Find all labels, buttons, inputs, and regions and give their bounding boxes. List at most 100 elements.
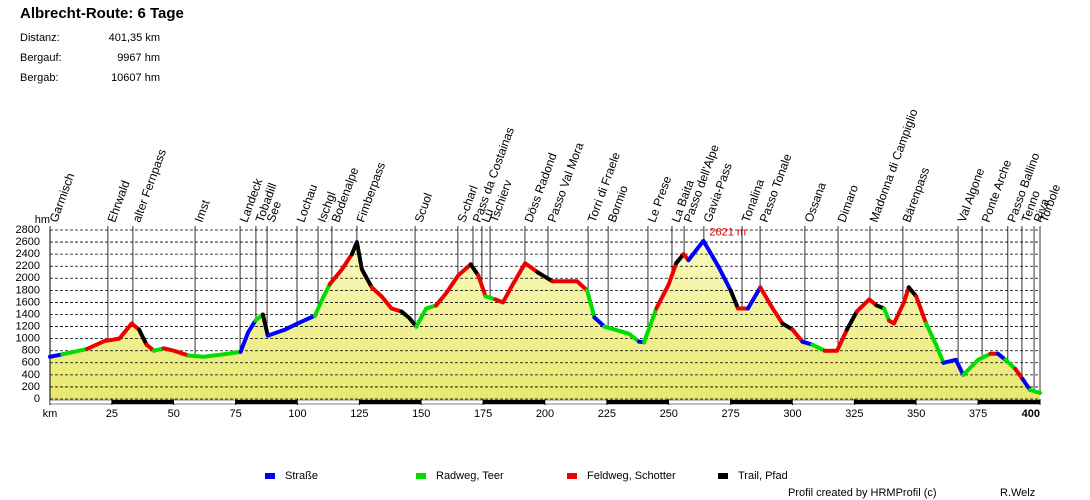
profile-line bbox=[1020, 377, 1033, 392]
axis-bar-segment bbox=[544, 399, 608, 405]
profile-line bbox=[186, 349, 243, 359]
legend-swatch bbox=[265, 473, 275, 479]
x-tick-label: 275 bbox=[721, 408, 739, 420]
x-tick-label: 50 bbox=[168, 408, 180, 420]
x-tick-label: 300 bbox=[783, 408, 801, 420]
axis-bar-segment bbox=[730, 399, 793, 405]
profile-line bbox=[810, 342, 827, 353]
waypoint-label: Scuol bbox=[412, 191, 435, 224]
profile-line bbox=[161, 346, 191, 358]
profile-line bbox=[137, 327, 149, 347]
x-tick-label: 125 bbox=[350, 408, 368, 420]
legend-swatch bbox=[567, 473, 577, 479]
chart-title: Albrecht-Route: 6 Tage bbox=[20, 5, 184, 22]
waypoint-label: Imst bbox=[192, 197, 213, 224]
profile-area bbox=[50, 240, 1040, 399]
profile-line bbox=[822, 327, 849, 353]
stat-label: Distanz: bbox=[20, 32, 60, 44]
x-tick-label: 75 bbox=[230, 408, 242, 420]
stat-value: 9967 hm bbox=[117, 52, 160, 64]
y-tick-label: 2600 bbox=[16, 236, 40, 248]
x-tick-label: 175 bbox=[474, 408, 492, 420]
axis-bar-segment bbox=[606, 399, 669, 405]
profile-line bbox=[1003, 357, 1018, 371]
y-tick-label: 1800 bbox=[16, 284, 40, 296]
y-tick-label: 600 bbox=[22, 357, 40, 369]
waypoint-label: Ehrwald bbox=[105, 179, 133, 225]
y-tick-label: 2200 bbox=[16, 260, 40, 272]
profile-line bbox=[592, 315, 607, 329]
profile-line bbox=[654, 261, 679, 311]
x-tick-label: 100 bbox=[288, 408, 306, 420]
profile-line bbox=[550, 279, 590, 293]
legend-label: Feldweg, Schotter bbox=[587, 470, 676, 482]
credit: Profil created by HRMProfil (c) bbox=[788, 487, 937, 499]
profile-line bbox=[349, 240, 374, 290]
profile-line bbox=[854, 297, 879, 314]
y-tick-label: 0 bbox=[34, 393, 40, 405]
legend-swatch bbox=[416, 473, 426, 479]
profile-line bbox=[238, 318, 258, 354]
waypoint-label: Lü bbox=[479, 207, 497, 224]
profile-line bbox=[602, 324, 642, 344]
axis-bar-segment bbox=[297, 399, 360, 405]
profile-line bbox=[844, 309, 859, 332]
author: R.Welz bbox=[1000, 487, 1035, 499]
profile-line bbox=[887, 285, 911, 326]
profile-line bbox=[535, 270, 555, 284]
axis-bar-segment bbox=[482, 399, 546, 405]
profile-line bbox=[493, 261, 540, 305]
axis-bar-segment bbox=[668, 399, 731, 405]
axis-bar-segment bbox=[49, 399, 113, 405]
stat-value: 401,35 km bbox=[109, 32, 160, 44]
x-tick-label: 375 bbox=[969, 408, 987, 420]
waypoint-label: Dimaro bbox=[835, 183, 861, 224]
axis-bar-segment bbox=[977, 399, 1041, 405]
y-tick-label: 1400 bbox=[16, 308, 40, 320]
profile-line bbox=[85, 321, 142, 351]
profile-line bbox=[758, 285, 785, 326]
legend-label: Radweg, Teer bbox=[436, 470, 504, 482]
x-tick-label: 200 bbox=[536, 408, 554, 420]
profile-line bbox=[312, 282, 332, 318]
stat-label: Bergab: bbox=[20, 72, 59, 84]
legend-label: Trail, Pfad bbox=[738, 470, 788, 482]
axis-bar-segment bbox=[111, 399, 174, 405]
profile-line bbox=[399, 309, 419, 329]
profile-line bbox=[745, 285, 763, 311]
profile-line bbox=[914, 294, 929, 326]
y-tick-label: 800 bbox=[22, 345, 40, 357]
axis-bar-segment bbox=[792, 399, 855, 405]
axis-bar-segment bbox=[854, 399, 917, 405]
y-tick-label: 1000 bbox=[16, 333, 40, 345]
y-tick-label: 1200 bbox=[16, 320, 40, 332]
profile-line bbox=[924, 321, 946, 365]
profile-line bbox=[1013, 366, 1025, 382]
profile-line bbox=[642, 306, 659, 345]
profile-line bbox=[728, 288, 741, 311]
legend-swatch bbox=[718, 473, 728, 479]
axis-bar-segment bbox=[916, 399, 979, 405]
profile-line bbox=[476, 273, 488, 299]
waypoint-label: Garmisch bbox=[47, 171, 78, 224]
profile-line bbox=[941, 357, 966, 377]
y-tick-label: 2800 bbox=[16, 224, 40, 236]
profile-line bbox=[1028, 387, 1042, 395]
x-tick-label: 400 bbox=[1022, 408, 1040, 420]
profile-line bbox=[468, 262, 481, 278]
x-tick-label: 350 bbox=[907, 408, 925, 420]
y-tick-label: 200 bbox=[22, 381, 40, 393]
profile-line bbox=[369, 285, 404, 314]
peak-annotation: 2621 m bbox=[709, 227, 746, 239]
profile-line bbox=[882, 306, 892, 323]
profile-line bbox=[327, 252, 354, 287]
profile-line bbox=[260, 312, 270, 338]
x-tick-label: 250 bbox=[660, 408, 678, 420]
x-tick-label: 225 bbox=[598, 408, 616, 420]
waypoint-label: Ossana bbox=[802, 180, 829, 224]
axis-bar-segment bbox=[173, 399, 236, 405]
x-tick-label: 325 bbox=[845, 408, 863, 420]
profile-line bbox=[60, 346, 90, 357]
legend-label: Straße bbox=[285, 470, 318, 482]
